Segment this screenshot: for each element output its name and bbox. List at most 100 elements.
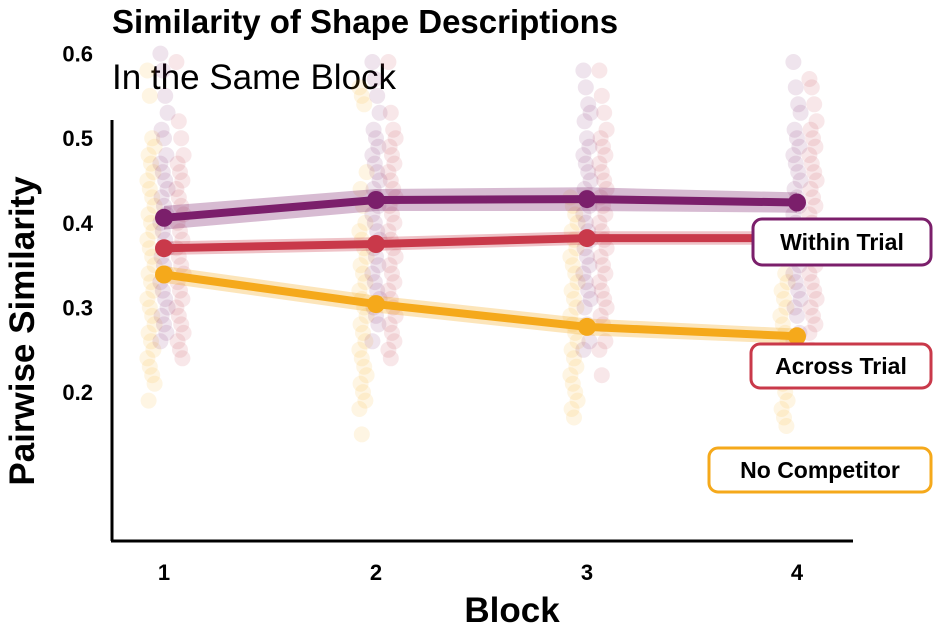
across-trial-raw-point bbox=[593, 87, 610, 104]
no-competitor-raw-point bbox=[141, 358, 158, 375]
within-trial-raw-point bbox=[580, 96, 597, 113]
no-competitor-raw-point bbox=[146, 138, 163, 155]
no-competitor-raw-point bbox=[351, 223, 368, 240]
within-trial-raw-point bbox=[152, 333, 169, 350]
no-competitor-raw-point bbox=[144, 367, 161, 384]
within-trial-raw-point bbox=[579, 130, 595, 147]
y-tick-label: 0.2 bbox=[62, 380, 93, 405]
no-competitor-raw-point bbox=[352, 181, 369, 197]
across-trial-raw-point bbox=[173, 316, 190, 333]
across-trial-raw-point bbox=[386, 155, 403, 172]
across-trial-raw-point bbox=[596, 172, 613, 189]
no-competitor-raw-point bbox=[562, 367, 579, 384]
within-trial-raw-point bbox=[371, 172, 388, 189]
across-trial-raw-point bbox=[803, 155, 820, 172]
no-competitor-raw-point bbox=[355, 324, 371, 341]
y-tick-label: 0.3 bbox=[62, 296, 93, 321]
no-competitor-raw-point bbox=[357, 274, 374, 291]
x-tick-label: 3 bbox=[581, 560, 593, 585]
across-trial-raw-point bbox=[386, 333, 403, 350]
no-competitor-mean-point bbox=[578, 317, 596, 336]
y-axis-label: Pairwise Similarity bbox=[3, 176, 42, 486]
within-trial-raw-point bbox=[787, 274, 804, 291]
across-trial-raw-point bbox=[808, 291, 825, 307]
x-axis-label: Block bbox=[464, 591, 560, 630]
across-trial-raw-point bbox=[173, 257, 190, 274]
across-trial-raw-point bbox=[596, 291, 613, 307]
across-trial-raw-point bbox=[170, 307, 187, 324]
no-competitor-raw-point bbox=[569, 214, 586, 231]
no-competitor-raw-point bbox=[145, 223, 162, 240]
across-trial-raw-point bbox=[808, 172, 825, 189]
no-competitor-raw-point bbox=[139, 231, 156, 248]
no-competitor-raw-point bbox=[566, 409, 582, 426]
no-competitor-raw-point bbox=[566, 291, 582, 307]
within-trial-raw-point bbox=[366, 214, 383, 231]
across-trial-raw-point bbox=[382, 172, 399, 189]
within-trial-raw-point bbox=[153, 121, 170, 138]
across-trial-raw-point bbox=[384, 206, 400, 223]
within-trial-raw-point bbox=[575, 62, 592, 79]
across-trial-raw-point bbox=[173, 130, 190, 147]
no-competitor-raw-point bbox=[773, 282, 790, 299]
no-competitor-raw-point bbox=[353, 426, 370, 443]
no-competitor-raw-point bbox=[143, 333, 159, 350]
no-competitor-raw-point bbox=[351, 79, 368, 96]
no-competitor-raw-point bbox=[139, 62, 156, 79]
across-trial-raw-point bbox=[806, 164, 823, 181]
no-competitor-raw-point bbox=[778, 418, 795, 434]
no-competitor-raw-point bbox=[564, 375, 581, 392]
across-trial-mean-point bbox=[155, 239, 173, 258]
no-competitor-raw-point bbox=[563, 341, 580, 358]
within-trial-mean-point bbox=[367, 191, 385, 209]
within-trial-raw-point bbox=[366, 155, 383, 172]
across-trial-raw-point bbox=[387, 248, 404, 265]
axes-layer bbox=[110, 120, 853, 543]
across-trial-raw-point bbox=[172, 164, 188, 181]
across-trial-raw-point bbox=[805, 307, 821, 324]
within-trial-raw-point bbox=[365, 121, 382, 138]
within-trial-mean-point bbox=[155, 208, 173, 227]
across-trial-raw-point bbox=[802, 299, 819, 316]
no-competitor-raw-point bbox=[779, 274, 796, 291]
within-trial-raw-point bbox=[156, 316, 172, 333]
across-trial-raw-point bbox=[380, 341, 397, 358]
across-trial-raw-point bbox=[170, 248, 187, 265]
across-trial-raw-point bbox=[591, 62, 608, 79]
no-competitor-raw-point bbox=[772, 307, 789, 324]
within-trial-raw-point bbox=[371, 104, 388, 121]
no-competitor-raw-point bbox=[144, 189, 161, 206]
within-trial-raw-point bbox=[154, 282, 171, 299]
across-trial-raw-point bbox=[593, 164, 610, 181]
within-trial-raw-point bbox=[369, 223, 386, 240]
no-competitor-raw-point bbox=[779, 392, 796, 409]
within-trial-raw-point bbox=[575, 265, 592, 282]
within-trial-raw-point bbox=[370, 257, 387, 274]
within-trial-raw-point bbox=[792, 104, 809, 121]
within-trial-raw-point bbox=[369, 282, 386, 299]
no-competitor-raw-point bbox=[355, 384, 371, 401]
within-trial-raw-point bbox=[786, 121, 803, 138]
across-trial-raw-point bbox=[597, 265, 614, 282]
no-competitor-raw-point bbox=[356, 96, 373, 113]
across-trial-label: Across Trial bbox=[775, 353, 907, 379]
across-trial-mean-point bbox=[578, 229, 596, 248]
across-trial-raw-point bbox=[808, 113, 825, 130]
within-trial-raw-point bbox=[789, 130, 805, 147]
no-competitor-raw-point bbox=[356, 358, 373, 375]
no-competitor-raw-point bbox=[139, 350, 156, 367]
across-trial-raw-point bbox=[174, 291, 191, 307]
within-trial-raw-point bbox=[575, 206, 592, 223]
no-competitor-raw-point bbox=[139, 172, 156, 189]
no-competitor-raw-point bbox=[144, 248, 161, 265]
within-trial-raw-point bbox=[785, 147, 802, 164]
no-competitor-raw-point bbox=[146, 316, 163, 333]
across-trial-raw-point bbox=[382, 350, 399, 367]
across-trial-raw-point bbox=[168, 54, 185, 70]
within-trial-raw-point bbox=[577, 274, 594, 291]
no-competitor-raw-point bbox=[353, 350, 370, 367]
within-trial-raw-point bbox=[789, 307, 805, 324]
across-trial-raw-point bbox=[591, 214, 608, 231]
across-trial-raw-point bbox=[174, 350, 191, 367]
within-trial-raw-point bbox=[790, 164, 807, 181]
